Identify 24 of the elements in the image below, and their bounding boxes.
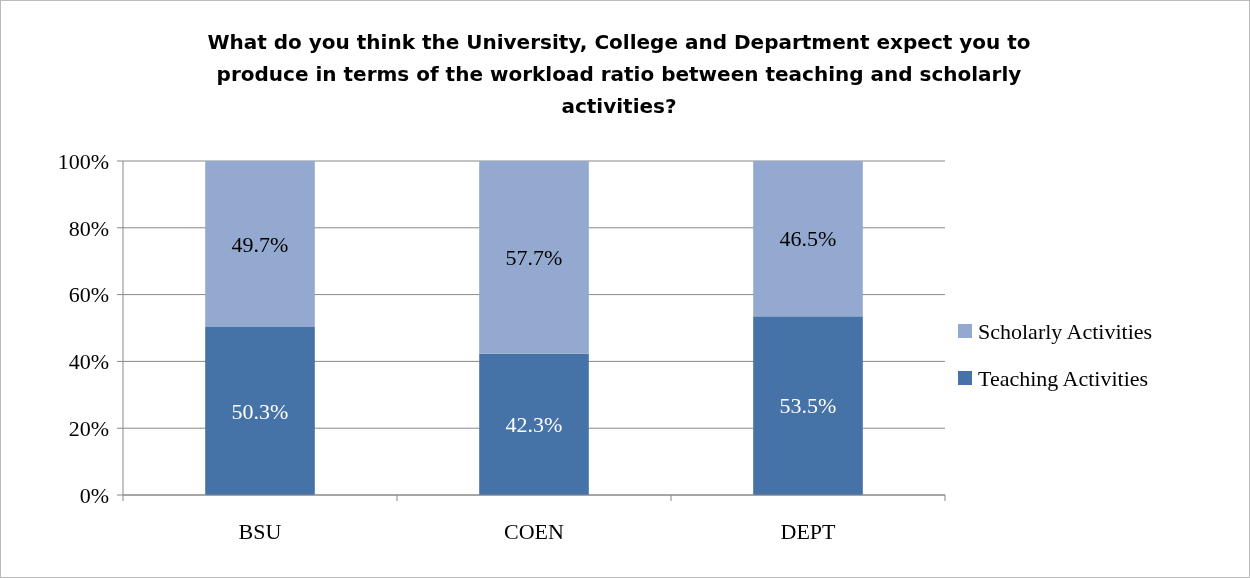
legend-label: Scholarly Activities: [978, 318, 1153, 344]
legend-label: Teaching Activities: [978, 365, 1149, 391]
bar: [753, 316, 863, 495]
y-tick-label: 60%: [68, 282, 109, 308]
data-label: 42.3%: [505, 412, 563, 438]
x-tick-label: COEN: [504, 519, 565, 544]
data-label: 53.5%: [779, 393, 837, 419]
y-tick-label: 0%: [79, 482, 109, 508]
data-label: 46.5%: [779, 226, 837, 252]
y-tick-label: 80%: [68, 215, 109, 241]
bar: [479, 161, 589, 354]
y-tick-label: 20%: [68, 415, 109, 441]
y-tick-label: 100%: [57, 148, 109, 174]
bar: [753, 161, 863, 317]
data-label: 50.3%: [231, 398, 289, 424]
chart-title: What do you think the University, College and Department expect you to produce in terms of the workload ratio between teaching and scholarly activities?: [207, 30, 1031, 118]
x-tick-label: BSU: [238, 519, 282, 544]
data-label: 49.7%: [231, 231, 289, 257]
x-tick-label: DEPT: [780, 519, 837, 544]
bar: [479, 353, 589, 495]
bar: [205, 161, 315, 327]
bar: [205, 327, 315, 495]
y-tick-label: 40%: [68, 349, 109, 375]
data-label: 57.7%: [505, 245, 563, 271]
